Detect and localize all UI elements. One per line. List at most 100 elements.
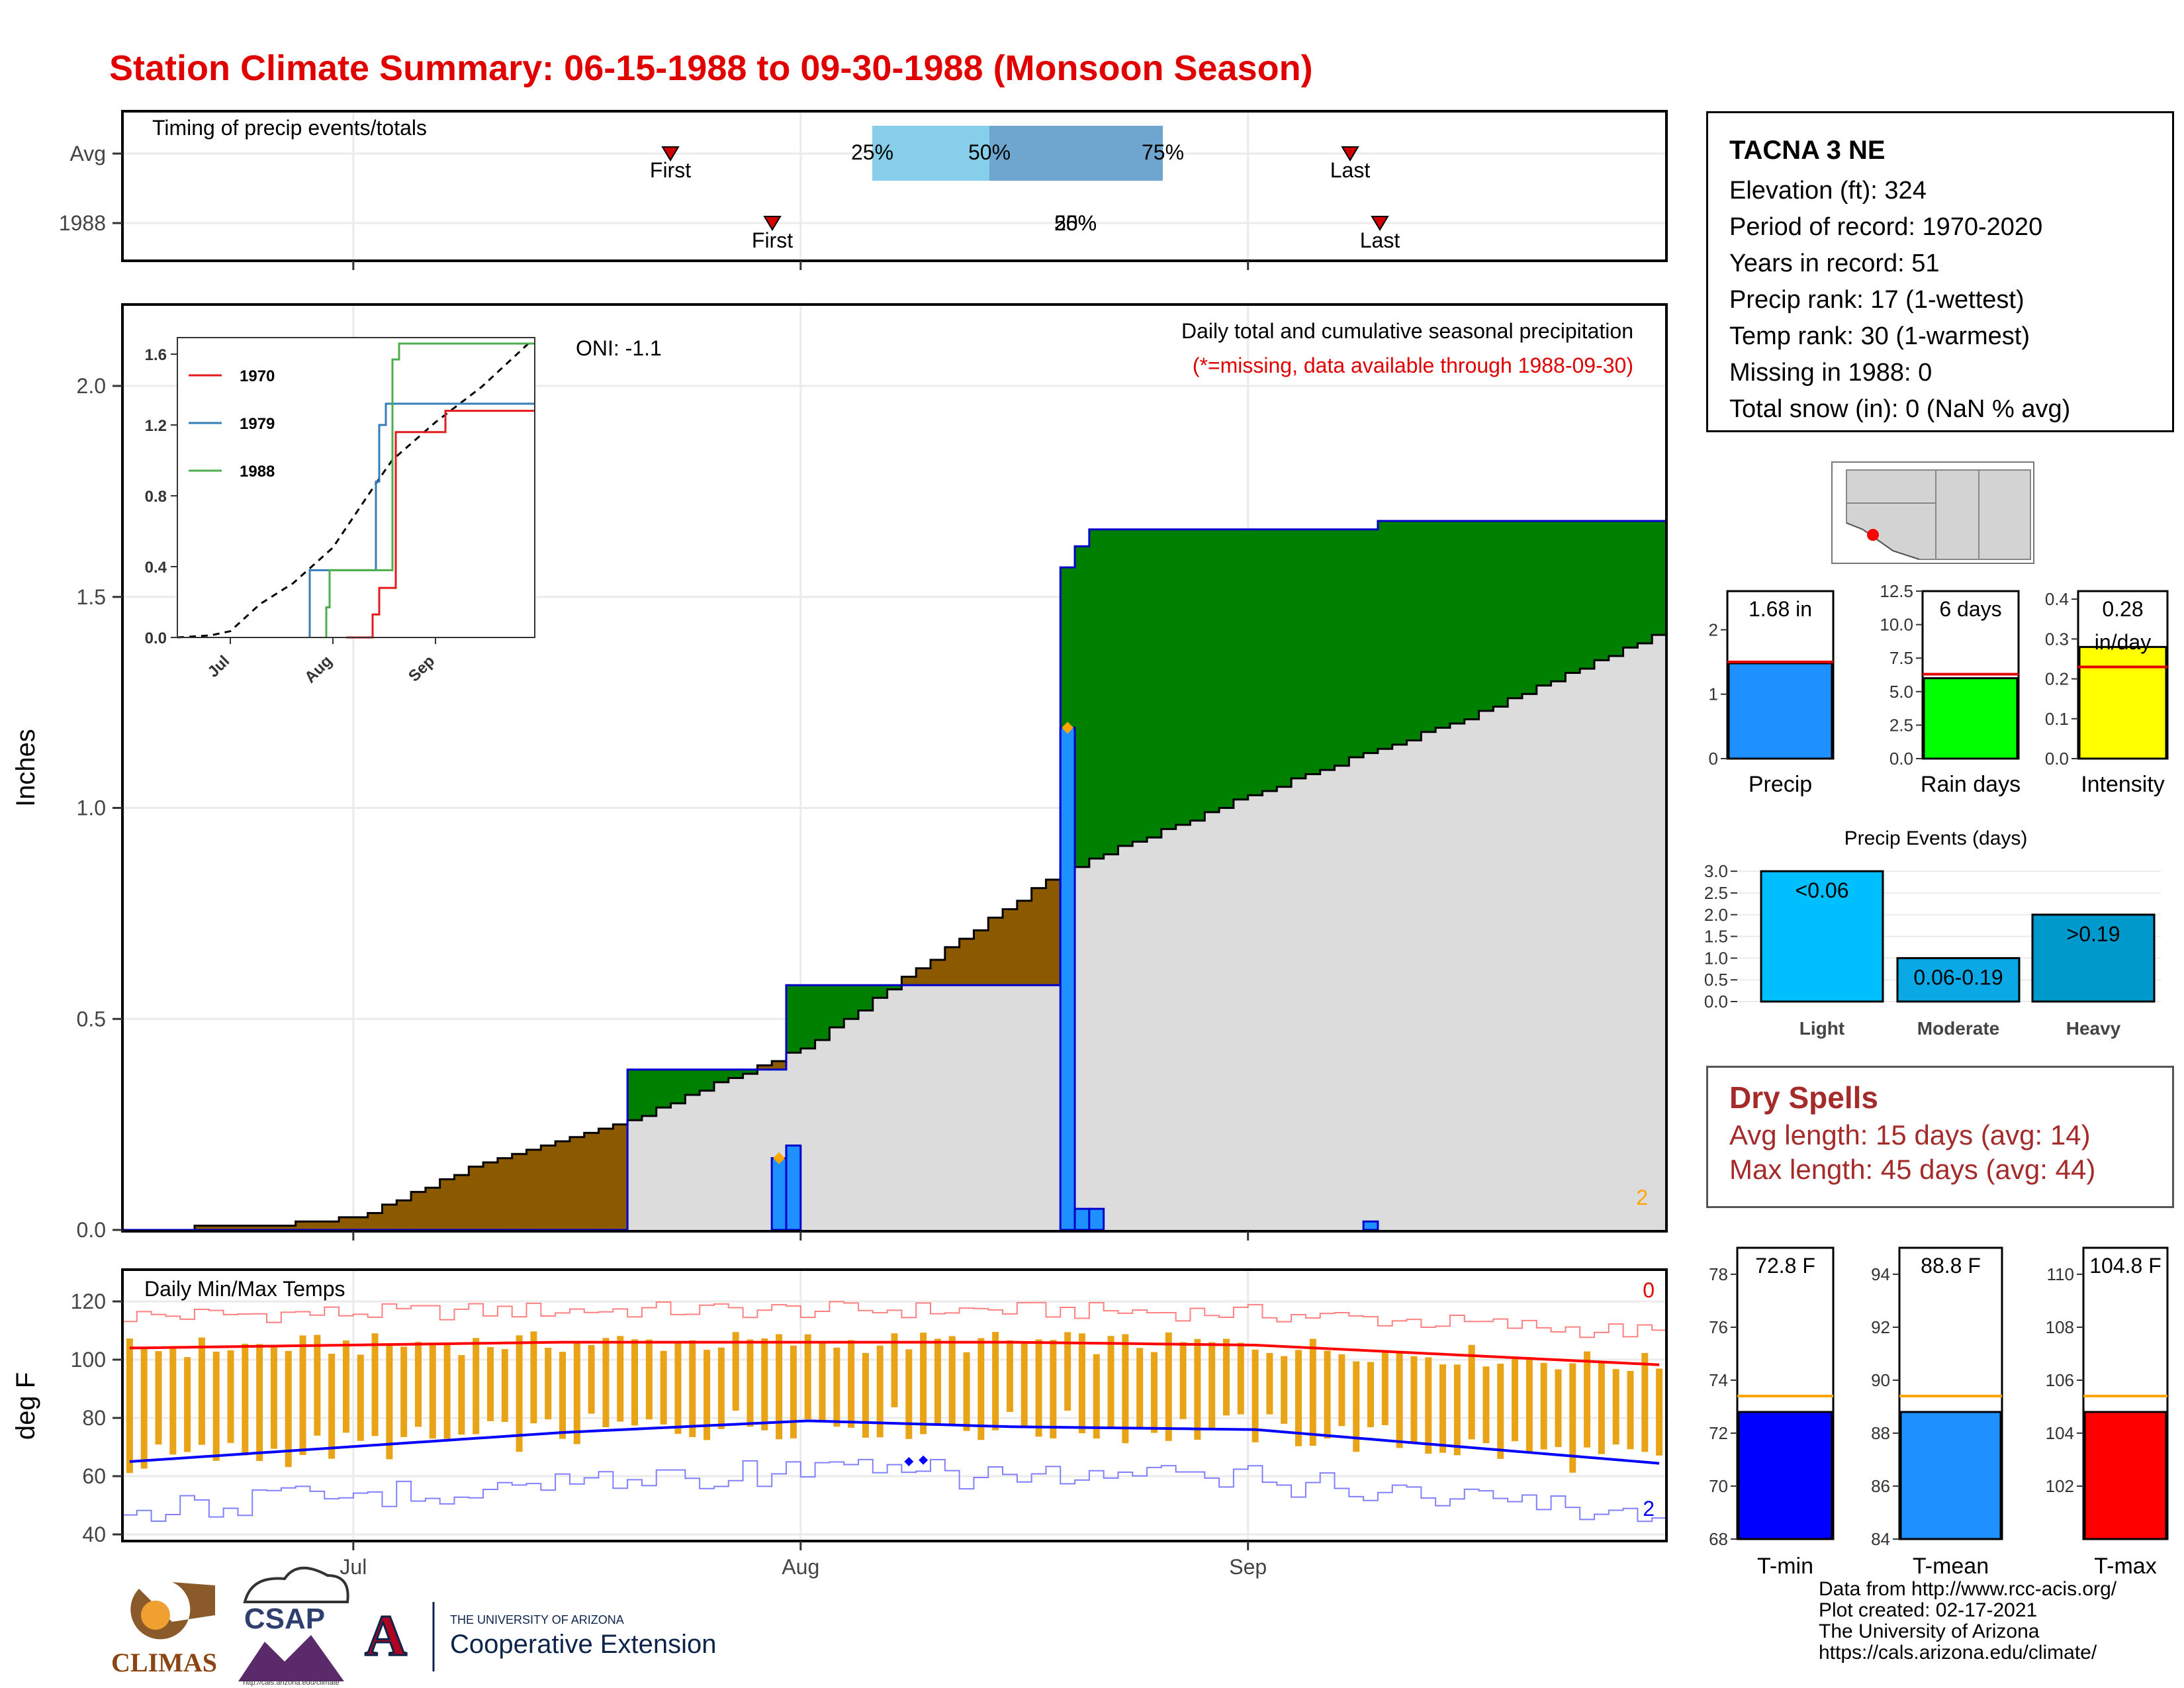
above-average-area: [743, 1069, 758, 1074]
events-category-label: Light: [1799, 1018, 1844, 1039]
daily-temp-range-bar: [212, 1351, 220, 1461]
above-average-area: [1334, 529, 1349, 766]
daily-temp-range-bar: [516, 1335, 523, 1452]
locator-map-border-mexico: [1846, 522, 1920, 560]
daily-temp-range-bar: [1425, 1357, 1432, 1454]
daily-temp-range-bar: [833, 1347, 841, 1427]
precip-common-area: [1522, 694, 1537, 1230]
daily-temp-range-bar: [1482, 1366, 1490, 1444]
events-bar-label: >0.19: [2067, 922, 2120, 946]
precip-common-area: [916, 985, 931, 1230]
page-title: Station Climate Summary: 06-15-1988 to 0…: [109, 48, 1313, 88]
daily-temp-range-bar: [140, 1348, 148, 1469]
daily-temp-range-bar: [342, 1340, 349, 1433]
below-average-area: [497, 1158, 513, 1230]
inset-y-tick-label: 0.4: [145, 559, 167, 577]
precip-y-tick-label: 1.5: [77, 585, 106, 609]
intensity-summary-value-label-2: in/day: [2095, 630, 2151, 654]
precip-common-area: [1277, 786, 1292, 1230]
precip-common-area: [959, 985, 975, 1230]
daily-temp-range-bar: [1107, 1336, 1115, 1427]
below-average-area: [454, 1175, 469, 1230]
daily-temp-range-bar: [689, 1340, 696, 1437]
precip-common-area: [844, 1019, 859, 1230]
below-average-area: [252, 1225, 267, 1230]
intensity-summary-bar: [2078, 645, 2167, 760]
rain-days-summary-tick-label: 0.0: [1889, 749, 1913, 769]
daily-temp-range-bar: [1136, 1348, 1144, 1428]
inset-legend-label: 1970: [240, 367, 275, 385]
below-average-area: [944, 947, 960, 986]
precip-common-area: [1205, 812, 1220, 1230]
precip-common-area: [901, 985, 917, 1230]
precip-common-area: [1089, 859, 1105, 1230]
precip-common-area: [1219, 808, 1234, 1230]
tmax-summary-label: T-max: [2094, 1554, 2156, 1579]
daily-temp-range-bar: [1367, 1362, 1375, 1428]
events-title: Precip Events (days): [1844, 827, 2028, 849]
inset-series-1988: [325, 342, 535, 637]
events-category-label: Moderate: [1917, 1018, 1999, 1039]
events-y-tick-label: 1.5: [1704, 927, 1728, 947]
station-temp-rank: Temp rank: 30 (1-warmest): [1729, 322, 2030, 350]
daily-temp-range-bar: [1410, 1356, 1418, 1444]
precip-common-area: [1334, 765, 1349, 1230]
daily-temp-range-bar: [1381, 1350, 1388, 1425]
tmean-summary-tick-label: 88: [1871, 1423, 1890, 1443]
below-average-area: [772, 1061, 787, 1070]
below-average-area: [541, 1145, 556, 1230]
below-average-area: [411, 1192, 426, 1230]
above-average-area: [887, 985, 903, 990]
daily-precip-bar: [1073, 1207, 1091, 1231]
precip-summary-tick-label: 1: [1709, 684, 1718, 704]
daily-temp-range-bar: [414, 1342, 422, 1427]
quartile-label-75: 75%: [1142, 140, 1184, 164]
precip-common-area: [1132, 841, 1148, 1230]
normal-max-line: [129, 1340, 1660, 1366]
quartile-box-25-50: [872, 126, 989, 181]
below-average-area: [281, 1225, 296, 1230]
rain-days-summary-tick-label: 2.5: [1889, 715, 1913, 735]
daily-temp-range-bar: [761, 1338, 768, 1430]
ua-logo-line2: Cooperative Extension: [450, 1630, 716, 1659]
above-average-area: [1449, 521, 1465, 724]
above-average-area: [700, 1069, 715, 1091]
footer-url: https://cals.arizona.edu/climate/: [1819, 1642, 2097, 1664]
inset-series-1970: [346, 410, 535, 639]
daily-temp-range-bar: [862, 1352, 869, 1438]
precip-common-area: [1508, 698, 1523, 1230]
events-bar-light: [1760, 870, 1884, 1003]
daily-temp-range-bar: [1281, 1356, 1288, 1424]
daily-temp-range-bar: [400, 1346, 408, 1437]
above-average-area: [1522, 521, 1537, 694]
rain-days-summary-tick-label: 10.0: [1880, 615, 1913, 635]
precip-common-area: [1565, 673, 1580, 1230]
daily-temp-range-bar: [920, 1333, 927, 1434]
events-y-tick-label: 3.0: [1704, 861, 1728, 881]
temp-count-top: 0: [1643, 1278, 1655, 1302]
daily-temp-range-bar: [198, 1337, 205, 1445]
rain-days-summary-tick-label: 7.5: [1889, 648, 1913, 668]
above-average-area: [1205, 529, 1220, 812]
daily-temp-range-bar: [978, 1338, 985, 1440]
precip-common-area: [829, 1027, 844, 1230]
daily-temp-range-bar: [876, 1345, 884, 1438]
precip-panel-title: Daily total and cumulative seasonal prec…: [1181, 319, 1633, 343]
csap-logo-mountains: [238, 1635, 344, 1681]
precip-common-area: [1147, 837, 1162, 1230]
temp-y-tick-label: 60: [82, 1464, 106, 1488]
daily-temp-range-bar: [1525, 1358, 1533, 1452]
avg-cumulative-line: [122, 633, 1666, 1231]
precip-y-tick-label: 0.0: [77, 1218, 106, 1242]
below-average-area: [959, 939, 975, 986]
daily-temp-range-bar: [1078, 1333, 1085, 1434]
daily-temp-range-bar: [1540, 1362, 1547, 1450]
daily-temp-range-bar: [429, 1345, 436, 1439]
ua-logo-line1: THE UNIVERSITY OF ARIZONA: [450, 1613, 624, 1626]
intensity-summary-label: Intensity: [2081, 772, 2165, 797]
daily-precip-bar: [1059, 726, 1076, 1231]
above-average-area: [641, 1069, 657, 1116]
daily-temp-range-bar: [934, 1338, 941, 1424]
above-average-area: [1608, 521, 1624, 656]
tmax-summary-bar: [2083, 1411, 2167, 1540]
